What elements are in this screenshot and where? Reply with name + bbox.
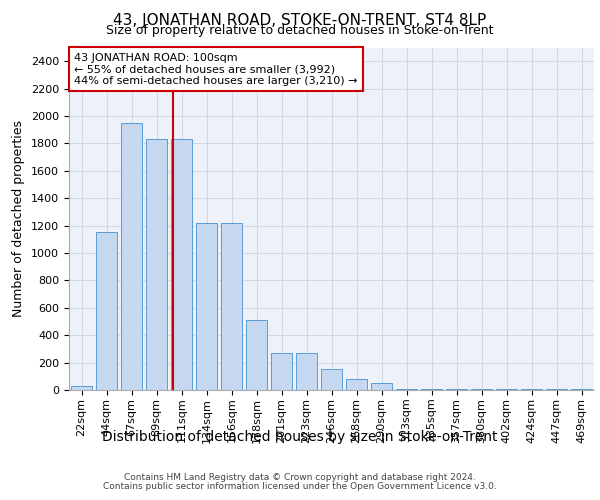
Text: Contains HM Land Registry data © Crown copyright and database right 2024.: Contains HM Land Registry data © Crown c… (124, 474, 476, 482)
Bar (471, 388, 492, 390)
Text: 43 JONATHAN ROAD: 100sqm
← 55% of detached houses are smaller (3,992)
44% of sem: 43 JONATHAN ROAD: 100sqm ← 55% of detach… (74, 52, 358, 86)
Text: 43, JONATHAN ROAD, STOKE-ON-TRENT, ST4 8LP: 43, JONATHAN ROAD, STOKE-ON-TRENT, ST4 8… (113, 12, 487, 28)
Bar (71, 386, 92, 390)
Text: Distribution of detached houses by size in Stoke-on-Trent: Distribution of detached houses by size … (102, 430, 498, 444)
Bar (296, 353, 317, 390)
Text: Size of property relative to detached houses in Stoke-on-Trent: Size of property relative to detached ho… (106, 24, 494, 37)
Bar (146, 140, 167, 390)
Bar (521, 388, 542, 390)
Bar (171, 140, 192, 390)
Text: Contains public sector information licensed under the Open Government Licence v3: Contains public sector information licen… (103, 482, 497, 491)
Bar (96, 232, 117, 390)
Bar (271, 353, 292, 390)
Bar (121, 123, 142, 390)
Bar (346, 379, 367, 390)
Bar (246, 320, 267, 390)
Bar (571, 388, 592, 390)
Bar (496, 388, 517, 390)
Bar (196, 223, 217, 390)
Bar (321, 369, 342, 390)
Bar (221, 223, 242, 390)
Bar (371, 383, 392, 390)
Y-axis label: Number of detached properties: Number of detached properties (13, 120, 25, 318)
Bar (396, 388, 417, 390)
Bar (421, 388, 442, 390)
Bar (446, 388, 467, 390)
